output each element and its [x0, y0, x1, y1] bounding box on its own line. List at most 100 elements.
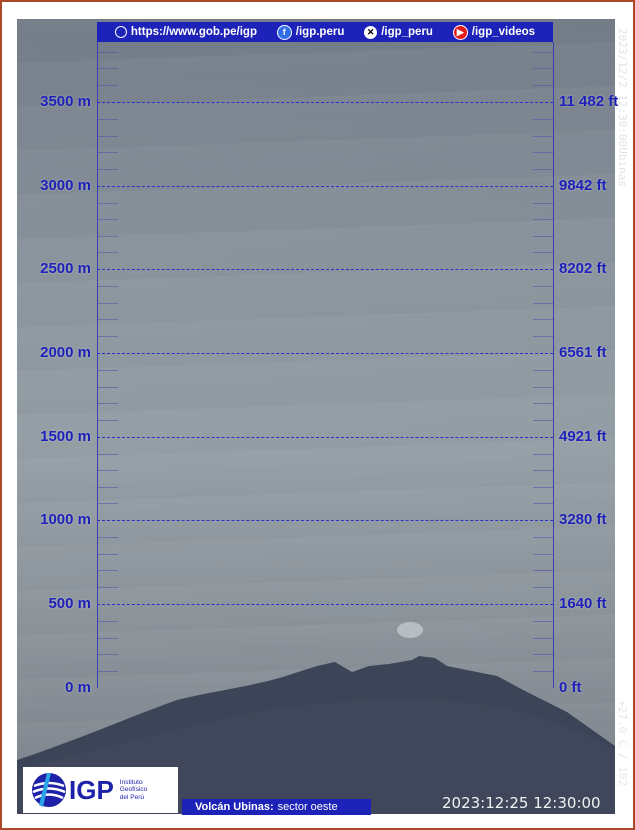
minor-tick	[98, 169, 118, 170]
minor-tick	[98, 554, 118, 555]
minor-tick	[533, 136, 553, 137]
altitude-line	[97, 604, 553, 605]
minor-tick	[98, 319, 118, 320]
minor-tick	[98, 487, 118, 488]
igp-logo: IGP Instituto Geofísico del Perú	[23, 767, 178, 813]
minor-tick	[533, 537, 553, 538]
minor-tick	[533, 487, 553, 488]
minor-tick	[533, 503, 553, 504]
minor-tick	[98, 587, 118, 588]
altitude-label-meters: 1500 m	[40, 428, 91, 445]
minor-tick	[533, 403, 553, 404]
x-icon: ✕	[364, 25, 378, 39]
minor-tick	[98, 370, 118, 371]
institution-line: del Perú	[119, 793, 145, 801]
minor-tick	[533, 119, 553, 120]
minor-tick	[98, 136, 118, 137]
volcano-caption: Volcán Ubinas: sector oeste	[182, 799, 371, 815]
minor-tick	[98, 654, 118, 655]
minor-tick	[98, 387, 118, 388]
minor-tick	[533, 420, 553, 421]
minor-tick	[533, 286, 553, 287]
minor-tick	[98, 203, 118, 204]
vertical-temperature: +27.0 C / 102	[616, 700, 629, 787]
altitude-label-meters: 0 m	[65, 679, 91, 696]
facebook-icon: f	[276, 24, 292, 40]
minor-tick	[533, 236, 553, 237]
minor-tick	[533, 454, 553, 455]
altitude-label-meters: 2000 m	[40, 344, 91, 361]
minor-tick	[533, 470, 553, 471]
minor-tick	[533, 387, 553, 388]
minor-tick	[98, 152, 118, 153]
institution-line: Instituto	[119, 778, 143, 786]
altitude-label-feet: 6561 ft	[559, 344, 607, 361]
minor-tick	[98, 470, 118, 471]
x-link[interactable]: ✕ /igp_peru	[364, 25, 433, 39]
scale-left-border	[97, 42, 98, 688]
website-text: https://www.gob.pe/igp	[130, 26, 257, 38]
website-link[interactable]: https://www.gob.pe/igp	[114, 26, 257, 38]
altitude-line	[97, 186, 553, 187]
volcano-sector: sector oeste	[277, 801, 338, 813]
minor-tick	[98, 119, 118, 120]
minor-tick	[98, 236, 118, 237]
minor-tick	[533, 303, 553, 304]
minor-tick	[533, 336, 553, 337]
altitude-label-feet: 1640 ft	[559, 595, 607, 612]
altitude-label-meters: 3000 m	[40, 177, 91, 194]
vertical-timestamp: 2023/12/2 12:30:00Ubinas	[616, 28, 629, 187]
altitude-label-meters: 1000 m	[40, 511, 91, 528]
facebook-link[interactable]: f /igp.peru	[276, 24, 345, 40]
altitude-line	[97, 269, 553, 270]
minor-tick	[98, 85, 118, 86]
minor-tick	[98, 286, 118, 287]
youtube-link[interactable]: ▶ /igp_videos	[452, 24, 536, 40]
institution-line: Geofísico	[119, 786, 148, 794]
minor-tick	[533, 252, 553, 253]
minor-tick	[98, 303, 118, 304]
facebook-text: /igp.peru	[295, 26, 345, 38]
altitude-label-feet: 8202 ft	[559, 260, 607, 277]
minor-tick	[533, 152, 553, 153]
minor-tick	[98, 621, 118, 622]
altitude-line	[97, 353, 553, 354]
minor-tick	[98, 454, 118, 455]
altitude-label-feet: 9842 ft	[559, 177, 607, 194]
volcano-name: Volcán Ubinas:	[195, 801, 274, 813]
minor-tick	[98, 537, 118, 538]
minor-tick	[533, 370, 553, 371]
youtube-text: /igp_videos	[471, 26, 536, 38]
altitude-line	[97, 437, 553, 438]
logo-institution: Instituto Geofísico del Perú	[120, 779, 147, 802]
minor-tick	[98, 219, 118, 220]
altitude-label-meters: 2500 m	[40, 260, 91, 277]
minor-tick	[533, 52, 553, 53]
minor-tick	[98, 503, 118, 504]
altitude-label-meters: 3500 m	[40, 93, 91, 110]
globe-icon	[114, 26, 127, 38]
altitude-label-feet: 3280 ft	[559, 511, 607, 528]
minor-tick	[98, 403, 118, 404]
minor-tick	[533, 570, 553, 571]
minor-tick	[533, 587, 553, 588]
minor-tick	[98, 68, 118, 69]
altitude-line	[97, 520, 553, 521]
minor-tick	[533, 554, 553, 555]
altitude-label-feet: 0 ft	[559, 679, 582, 696]
minor-tick	[98, 336, 118, 337]
minor-tick	[533, 621, 553, 622]
minor-tick	[98, 570, 118, 571]
minor-tick	[98, 252, 118, 253]
globe-logo-icon	[32, 773, 66, 807]
minor-tick	[98, 420, 118, 421]
minor-tick	[533, 85, 553, 86]
minor-tick	[533, 203, 553, 204]
minor-tick	[533, 68, 553, 69]
minor-tick	[533, 654, 553, 655]
altitude-label-meters: 500 m	[48, 595, 91, 612]
minor-tick	[98, 638, 118, 639]
minor-tick	[533, 319, 553, 320]
minor-tick	[533, 169, 553, 170]
logo-name: IGP	[69, 774, 114, 805]
